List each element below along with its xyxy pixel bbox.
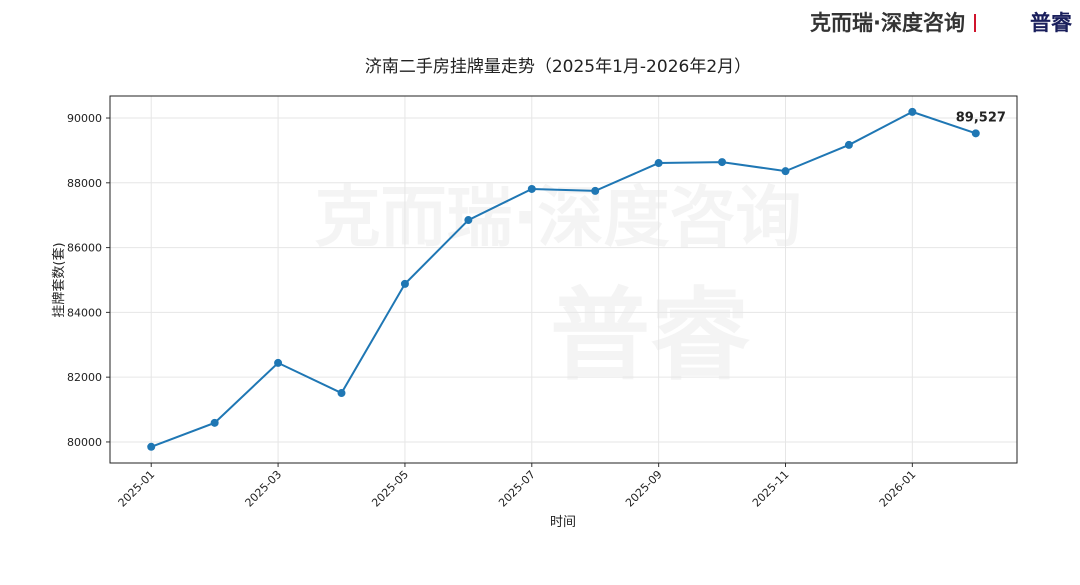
point xyxy=(844,140,853,149)
y-axis-label: 挂牌套数(套) xyxy=(51,242,67,317)
y-tick-label: 88000 xyxy=(67,177,102,190)
point xyxy=(908,107,917,116)
brand-name: 克而瑞·深度咨询 xyxy=(810,11,965,35)
y-tick-label: 86000 xyxy=(67,242,102,255)
chart-title: 济南二手房挂牌量走势（2025年1月-2026年2月） xyxy=(365,57,751,77)
point xyxy=(527,184,536,193)
brand-divider xyxy=(974,14,976,32)
point xyxy=(147,442,156,451)
point xyxy=(337,389,346,398)
y-tick-label: 80000 xyxy=(67,436,102,449)
x-tick-label: 2025-11 xyxy=(750,468,792,510)
x-axis-label: 时间 xyxy=(550,515,576,530)
brand-partner: 普睿 xyxy=(1030,11,1073,35)
point xyxy=(591,186,600,195)
point xyxy=(210,418,219,427)
point xyxy=(718,158,727,167)
watermark: 克而瑞·深度咨询 xyxy=(314,179,801,256)
point xyxy=(654,159,663,168)
data-label: 89,527 xyxy=(956,110,1006,125)
x-tick-label: 2025-03 xyxy=(243,468,285,510)
x-tick-label: 2025-09 xyxy=(623,468,665,510)
point xyxy=(971,129,980,138)
point xyxy=(400,279,409,288)
point xyxy=(464,216,473,225)
x-tick-label: 2025-07 xyxy=(496,468,538,510)
watermark: 普睿 xyxy=(550,277,751,394)
line xyxy=(150,110,977,448)
y-tick-label: 84000 xyxy=(67,306,102,319)
point xyxy=(274,358,283,367)
point xyxy=(781,167,790,176)
x-tick-label: 2025-01 xyxy=(116,468,158,510)
y-tick-label: 90000 xyxy=(67,112,102,125)
y-tick-label: 82000 xyxy=(67,371,102,384)
x-tick-label: 2025-05 xyxy=(369,468,411,510)
x-tick-label: 2026-01 xyxy=(877,468,919,510)
plot-frame xyxy=(109,95,1018,464)
